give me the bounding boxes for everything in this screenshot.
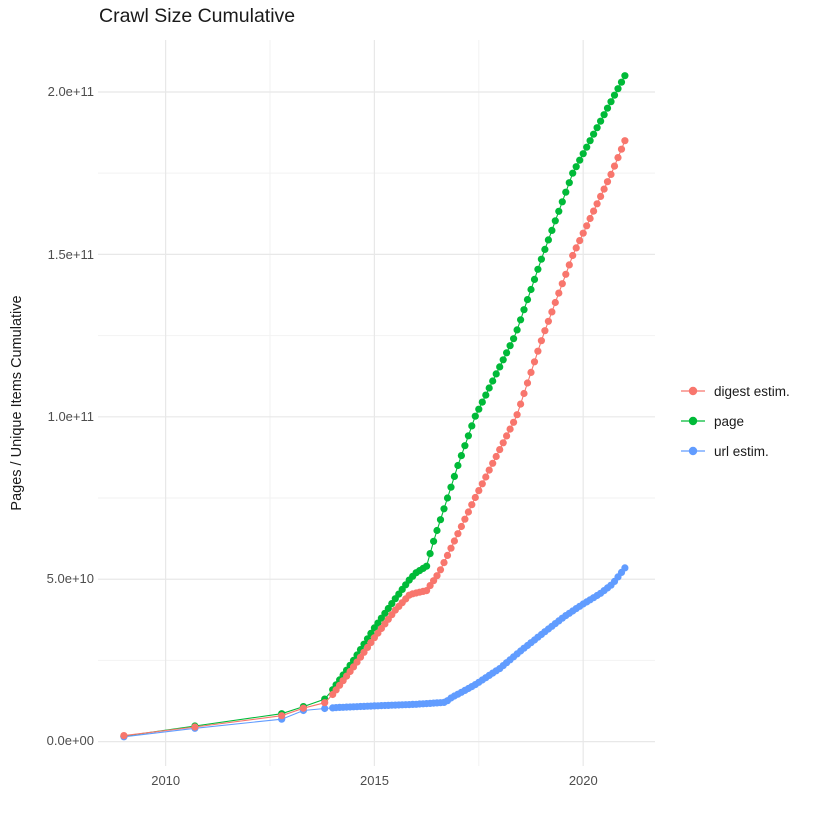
legend-item-label: digest estim. [714,383,790,399]
legend-item-url: url estim. [681,441,790,461]
y-tick-label: 0.0e+00 [46,733,94,748]
legend-key-line-point-icon [681,386,705,396]
y-tick-label: 1.5e+11 [47,247,94,262]
grid-major [98,40,655,766]
legend-key-line-point-icon [681,446,705,456]
grid-minor [98,40,655,766]
series-url-estim [120,564,629,741]
legend-item-label: url estim. [714,443,769,459]
legend-item-digest: digest estim. [681,381,790,401]
y-tick-label: 1.0e+11 [47,409,94,424]
y-axis-title: Pages / Unique Items Cumulative [9,295,25,511]
legend-item-page: page [681,411,790,431]
legend: digest estim. page url estim. [681,381,790,461]
chart-title: Crawl Size Cumulative [99,5,296,27]
x-tick-label: 2015 [360,773,389,788]
y-tick-label: 5.0e+10 [46,571,94,586]
x-tick-label: 2010 [151,773,181,788]
legend-item-label: page [714,413,745,429]
x-tick-label: 2020 [568,773,598,788]
legend-key-line-point-icon [681,416,705,426]
y-tick-label: 2.0e+11 [47,84,94,99]
series-digest-estim [120,137,629,740]
